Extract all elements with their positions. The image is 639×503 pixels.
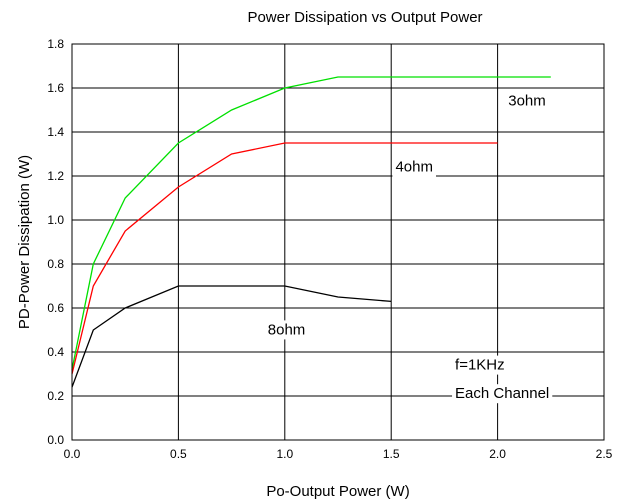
y-tick-label: 1.0 [47, 213, 64, 227]
y-axis-label: PD-Power Dissipation (W) [16, 155, 33, 329]
y-tick-label: 1.6 [47, 81, 64, 95]
annotation-background [505, 91, 549, 111]
y-tick-label: 0.2 [47, 389, 64, 403]
series-layer [71, 76, 551, 388]
y-tick-label: 1.4 [47, 125, 64, 139]
y-tick-label: 0.4 [47, 345, 64, 359]
chart-title: Power Dissipation vs Output Power [247, 9, 482, 26]
y-tick-label: 1.8 [47, 37, 64, 51]
series-line-3ohm [71, 76, 551, 370]
annotation-background [452, 355, 508, 375]
plot-frame [71, 43, 605, 441]
x-tick-label: 2.0 [489, 447, 506, 461]
y-tick-label: 1.2 [47, 169, 64, 183]
x-tick-label: 1.0 [276, 447, 293, 461]
tick-labels: 0.0 0.5 1.0 1.5 2.0 2.5 0.0 0.2 0.4 0.6 0.8 1.0 1.2 1… [47, 37, 612, 461]
series-line-4ohm [71, 142, 498, 375]
annotation-background [264, 320, 309, 340]
annotation-label: Each Channel [455, 385, 549, 402]
annotation-label: 4ohm [395, 159, 433, 176]
annotation-label: 3ohm [508, 93, 546, 110]
x-tick-label: 0.0 [64, 447, 81, 461]
annotations: 3ohm 4ohm 8ohm f=1KHz Each Channel [264, 91, 553, 404]
annotation-label: 8ohm [268, 321, 306, 338]
x-tick-label: 0.5 [170, 447, 187, 461]
x-tick-label: 1.5 [383, 447, 400, 461]
annotation-label: f=1KHz [455, 357, 505, 374]
y-tick-label: 0.0 [47, 433, 64, 447]
grid [72, 44, 604, 440]
annotation-background [452, 384, 553, 404]
y-tick-label: 0.6 [47, 301, 64, 315]
y-tick-label: 0.8 [47, 257, 64, 271]
x-tick-label: 2.5 [596, 447, 613, 461]
annotation-background [392, 157, 436, 177]
x-axis-label: Po-Output Power (W) [266, 483, 409, 500]
series-line-8ohm [71, 285, 392, 388]
